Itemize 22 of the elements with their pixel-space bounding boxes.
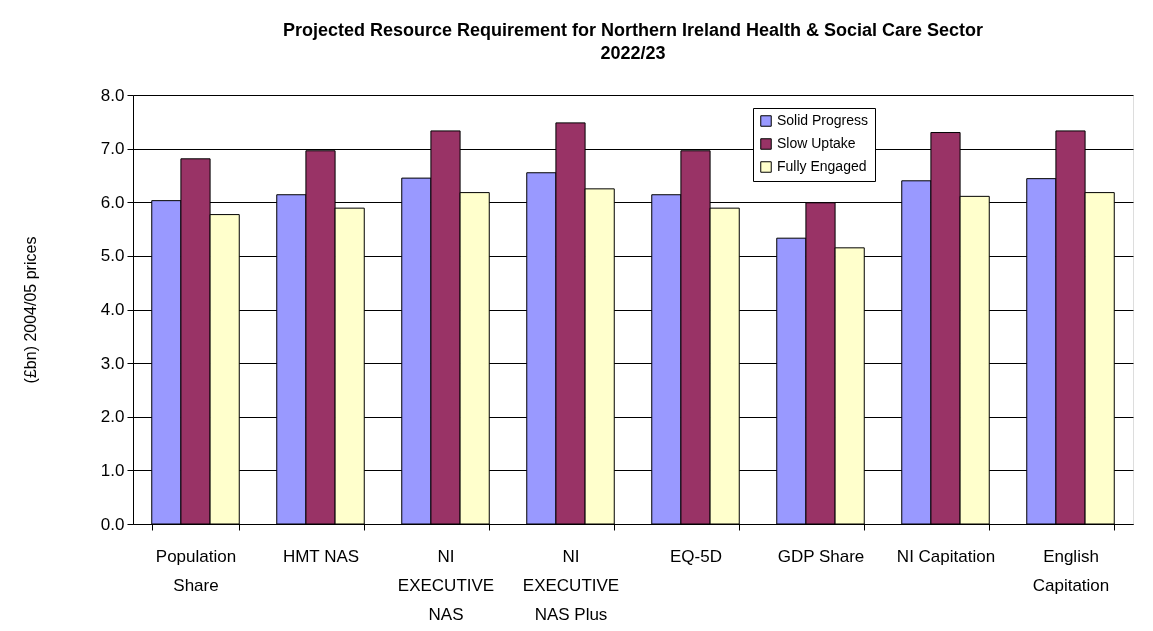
x-tick-label: NI Capitation <box>896 546 996 566</box>
x-tick-label: GDP Share <box>777 546 865 566</box>
y-tick-label: 6.0 <box>100 192 125 212</box>
x-tick-label: Population Share <box>155 546 237 595</box>
x-tick-label: EQ-5D <box>670 546 722 566</box>
chart-title: Projected Resource Requirement for Northern Ireland Health & Social Care Sector 2022/23 <box>282 20 984 63</box>
y-tick-label: 5.0 <box>100 246 125 266</box>
legend-label: Fully Engaged <box>777 158 867 174</box>
y-tick-label: 2.0 <box>100 407 125 427</box>
x-tick-label: NI EXECUTIVE NAS <box>397 546 495 624</box>
y-tick-label: 7.0 <box>100 139 125 159</box>
y-tick-label: 0.0 <box>100 514 125 534</box>
x-tick-label: NI EXECUTIVE NAS Plus <box>522 546 620 624</box>
x-tick-label: HMT NAS <box>282 546 360 566</box>
legend-label: Slow Uptake <box>777 135 856 151</box>
y-tick-label: 3.0 <box>100 353 125 373</box>
y-axis-title: (£bn) 2004/05 prices <box>21 236 39 384</box>
legend-label: Solid Progress <box>777 112 869 128</box>
y-tick-label: 8.0 <box>100 85 125 105</box>
y-tick-label: 4.0 <box>100 300 125 319</box>
x-tick-label: English Capitation <box>1032 546 1110 595</box>
y-tick-label: 1.0 <box>100 460 125 480</box>
